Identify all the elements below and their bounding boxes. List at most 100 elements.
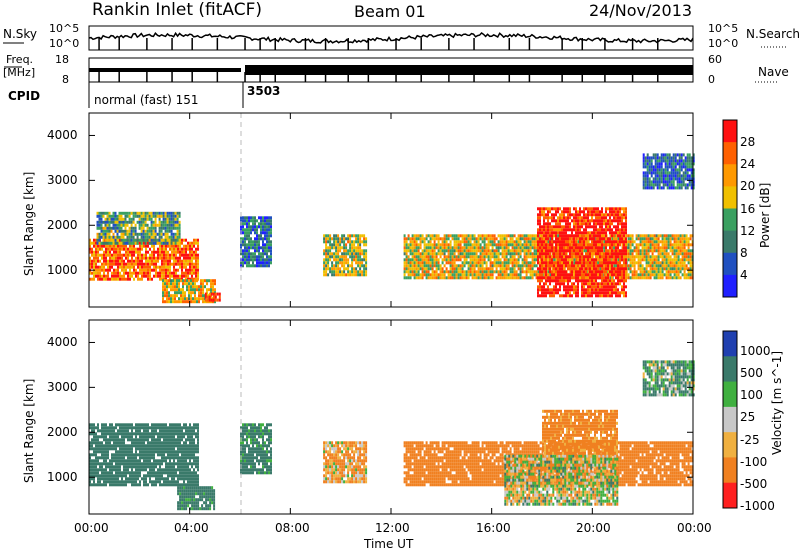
heatmap-cell [409, 240, 412, 244]
heatmap-cell [163, 253, 165, 257]
heatmap-cell [543, 243, 545, 247]
heatmap-cell [144, 217, 147, 221]
heatmap-cell [453, 267, 456, 271]
heatmap-cell [679, 249, 682, 253]
heatmap-cell [347, 237, 350, 241]
heatmap-cell [98, 223, 101, 227]
heatmap-cell [569, 240, 571, 244]
heatmap-cell [204, 295, 207, 299]
heatmap-cell [495, 267, 498, 271]
heatmap-cell [669, 249, 672, 253]
heatmap-cell [145, 256, 147, 260]
heatmap-cell [166, 223, 169, 227]
heatmap-cell [179, 265, 181, 269]
heatmap-cell [335, 252, 338, 256]
heatmap-cell [349, 270, 352, 274]
heatmap-cell [365, 243, 368, 247]
heatmap-cell [128, 229, 131, 233]
heatmap-cell [248, 246, 250, 250]
heatmap-cell [515, 273, 518, 277]
heatmap-cell [659, 252, 662, 256]
heatmap-cell [167, 256, 169, 260]
heatmap-cell [605, 273, 608, 277]
heatmap-cell [423, 255, 426, 259]
heatmap-cell [139, 247, 141, 251]
heatmap-cell [611, 237, 614, 241]
heatmap-cell [189, 241, 191, 245]
heatmap-cell [507, 249, 510, 253]
heatmap-cell [637, 276, 640, 280]
heatmap-cell [357, 252, 360, 256]
heatmap-cell [353, 249, 356, 253]
heatmap-cell [126, 232, 129, 236]
heatmap-cell [563, 279, 565, 283]
heatmap-cell [553, 291, 555, 295]
heatmap-cell [102, 226, 105, 230]
heatmap-cell [611, 273, 613, 277]
heatmap-cell [525, 276, 528, 280]
heatmap-cell [363, 255, 366, 259]
heatmap-cell [677, 270, 680, 274]
heatmap-cell [667, 276, 670, 280]
power-heatmap [89, 153, 695, 304]
heatmap-cell [445, 276, 448, 280]
heatmap-cell [599, 285, 601, 289]
heatmap-cell [153, 244, 155, 248]
heatmap-cell [675, 246, 678, 250]
heatmap-cell [507, 240, 510, 244]
heatmap-cell [605, 243, 607, 247]
heatmap-cell [661, 237, 664, 241]
heatmap-cell [617, 228, 619, 232]
heatmap-cell [461, 240, 464, 244]
heatmap-cell [605, 291, 607, 295]
heatmap-cell [131, 262, 133, 266]
heatmap-cell [571, 240, 573, 244]
heatmap-cell [189, 268, 191, 272]
heatmap-cell [489, 264, 492, 268]
heatmap-cell [489, 249, 492, 253]
heatmap-cell [539, 288, 541, 292]
heatmap-cell [591, 264, 593, 268]
heatmap-cell [531, 237, 534, 241]
heatmap-cell [665, 240, 668, 244]
heatmap-cell [487, 237, 490, 241]
heatmap-cell [347, 240, 350, 244]
heatmap-cell [250, 252, 252, 256]
heatmap-cell [171, 244, 173, 248]
heatmap-cell [535, 240, 538, 244]
heatmap-cell [150, 226, 153, 230]
heatmap-cell [176, 241, 179, 245]
heatmap-cell [173, 271, 175, 275]
heatmap-cell [629, 276, 632, 280]
heatmap-cell [615, 282, 617, 286]
heatmap-cell [169, 256, 171, 260]
heatmap-cell [141, 256, 143, 260]
heatmap-cell [679, 261, 682, 265]
heatmap-cell [183, 262, 185, 266]
heatmap-cell [471, 273, 474, 277]
heatmap-cell [585, 261, 587, 265]
heatmap-cell [174, 217, 177, 221]
heatmap-cell [447, 270, 450, 274]
heatmap-cell [163, 274, 165, 278]
heatmap-cell [141, 259, 143, 263]
heatmap-cell [559, 252, 561, 256]
heatmap-cell [507, 267, 510, 271]
heatmap-cell [549, 267, 551, 271]
heatmap-cell [579, 252, 581, 256]
heatmap-cell [98, 211, 101, 215]
heatmap-cell [195, 238, 197, 242]
heatmap-cell [355, 234, 358, 238]
heatmap-cell [559, 294, 561, 298]
heatmap-cell [441, 258, 444, 262]
heatmap-cell [119, 259, 121, 263]
heatmap-cell [97, 247, 99, 251]
heatmap-cell [415, 261, 418, 265]
heatmap-cell [150, 229, 153, 233]
heatmap-cell [621, 222, 623, 226]
heatmap-cell [109, 265, 111, 269]
heatmap-cell [641, 249, 644, 253]
heatmap-cell [517, 255, 520, 259]
heatmap-cell [166, 226, 169, 230]
heatmap-cell [121, 268, 123, 272]
